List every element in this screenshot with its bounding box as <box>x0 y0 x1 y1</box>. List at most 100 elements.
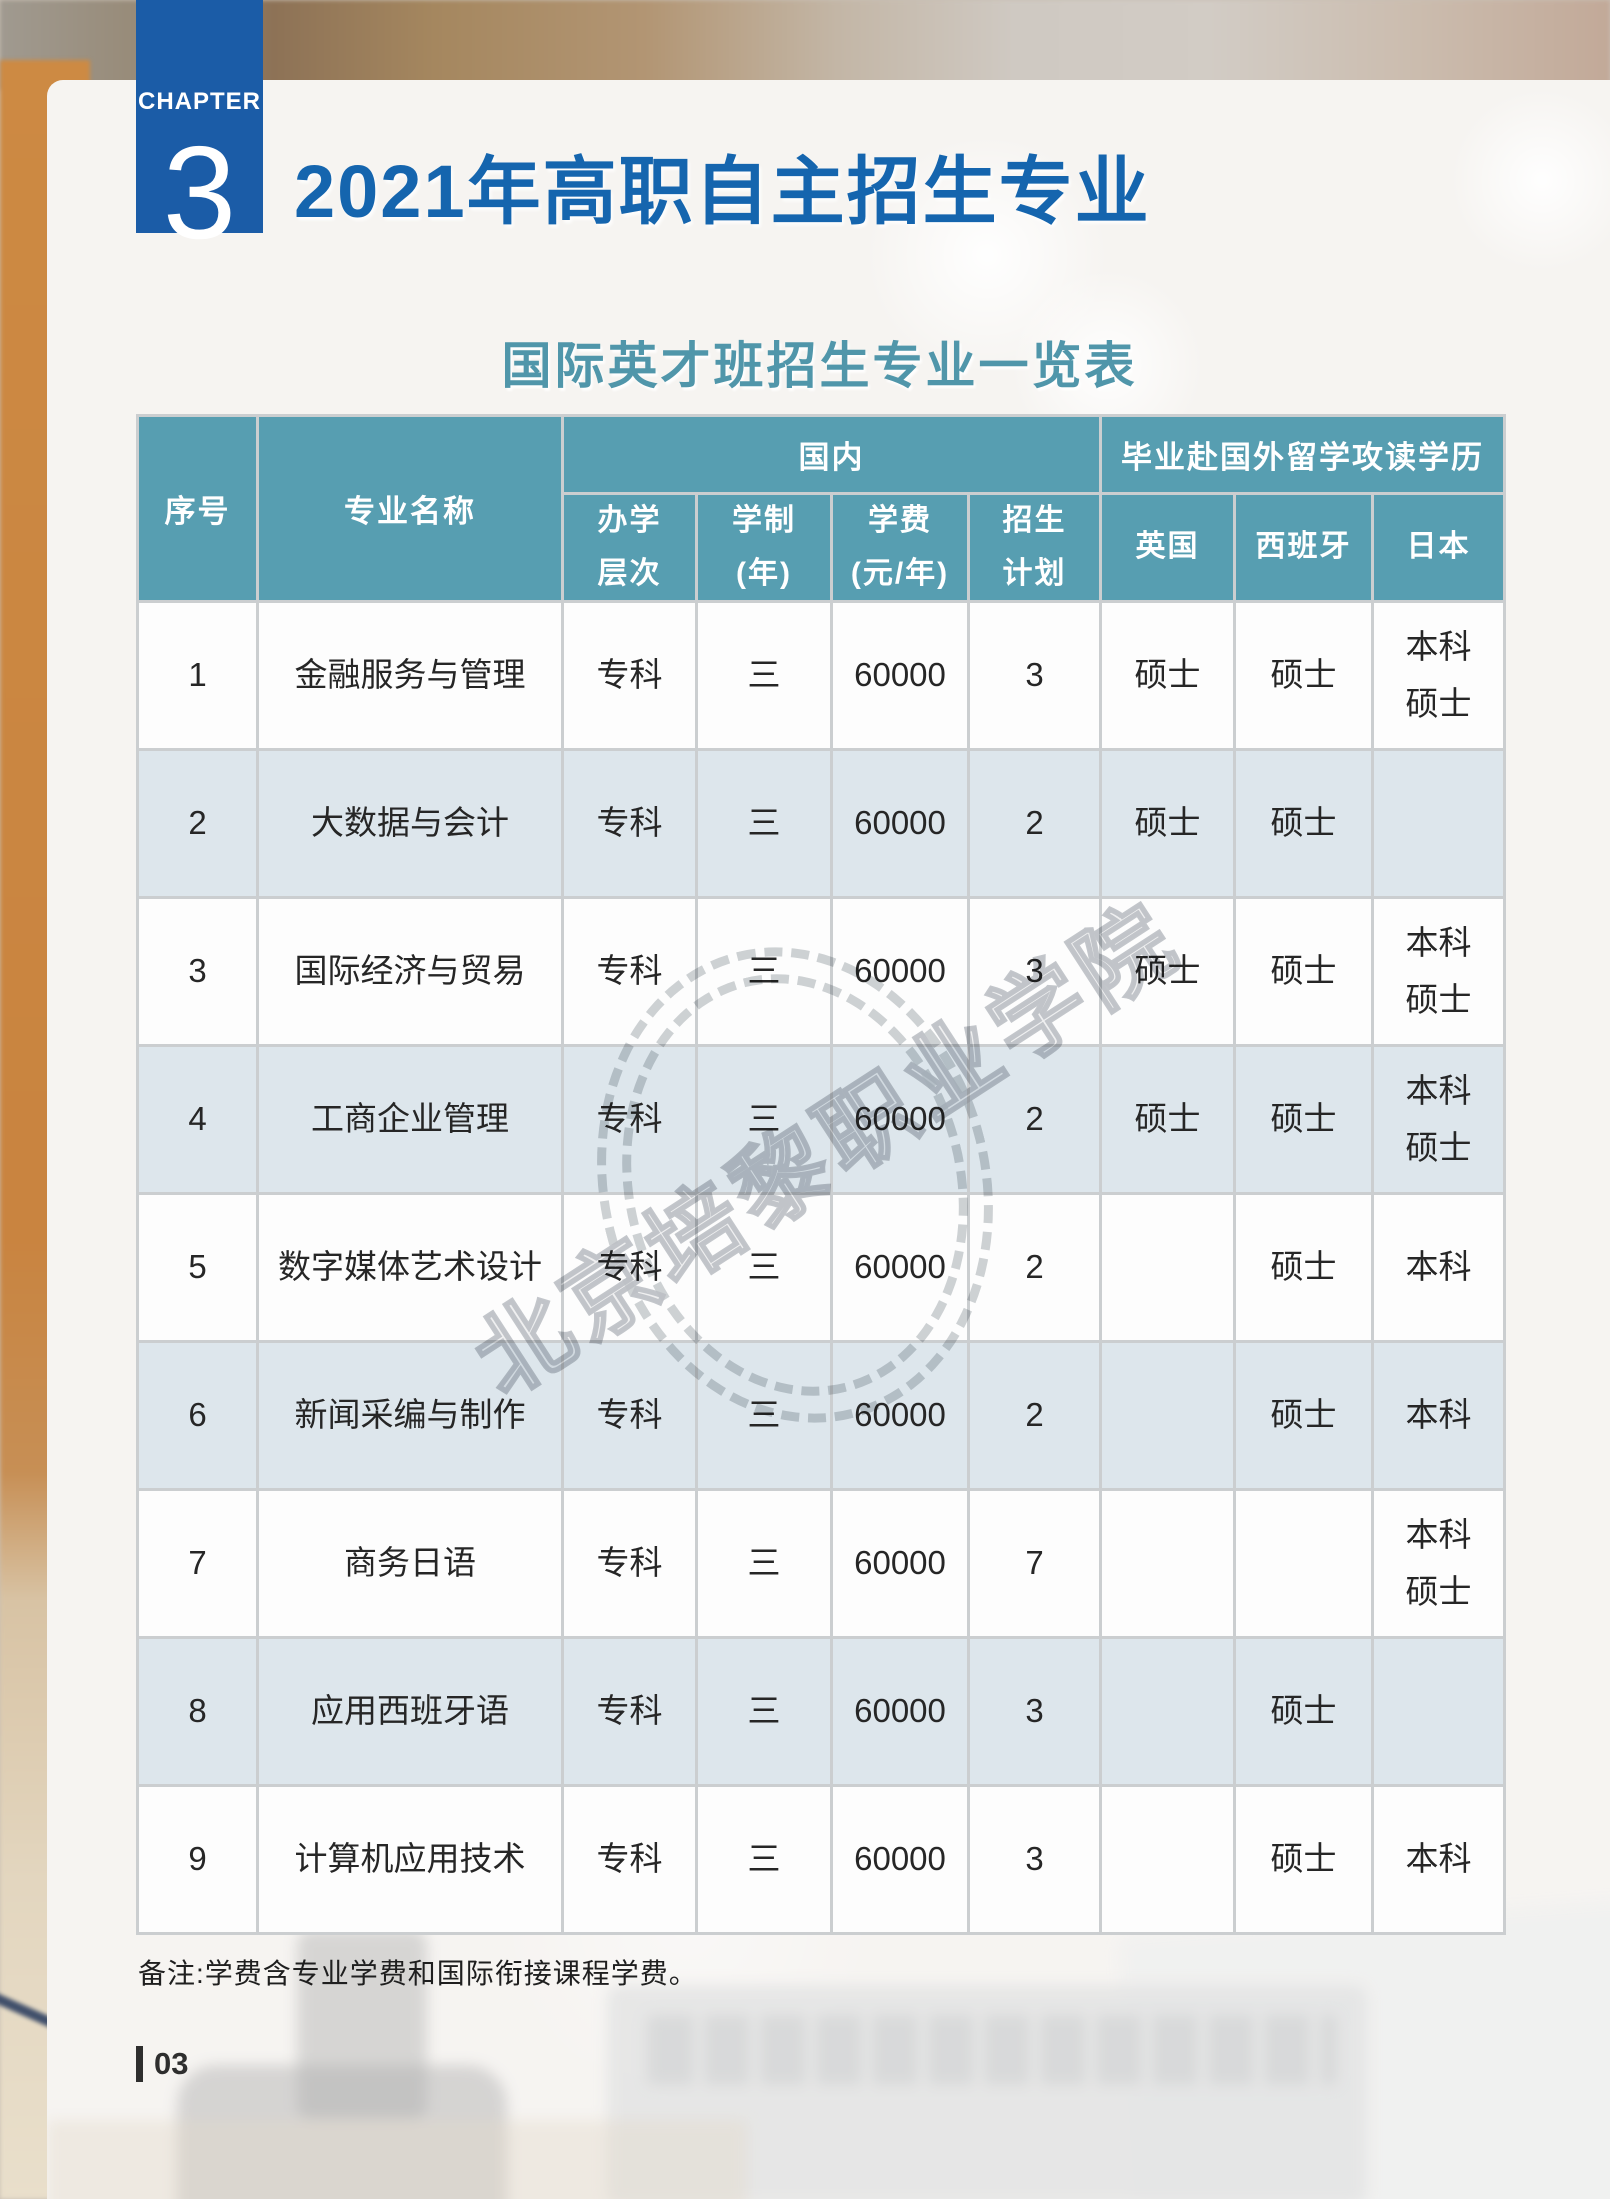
cell-level: 专科 <box>561 1192 698 1343</box>
cell-spain: 硕士 <box>1233 1192 1374 1343</box>
cell-major: 工商企业管理 <box>256 1044 564 1195</box>
cell-japan: 本科 硕士 <box>1371 1488 1506 1639</box>
cell-years: 三 <box>695 896 833 1047</box>
cell-quota: 2 <box>967 748 1102 899</box>
cell-spain: 硕士 <box>1233 1340 1374 1491</box>
monitor-stand-base-showthrough <box>177 2065 507 2199</box>
cell-japan: 本科 <box>1371 1340 1506 1491</box>
table-row: 3 国际经济与贸易 专科 三 60000 3 硕士 硕士 本科 硕士 <box>136 896 1506 1047</box>
table-row: 9 计算机应用技术 专科 三 60000 3 硕士 本科 <box>136 1784 1506 1935</box>
table-row: 4 工商企业管理 专科 三 60000 2 硕士 硕士 本科 硕士 <box>136 1044 1506 1195</box>
col-header-level: 办学 层次 <box>561 492 698 603</box>
col-header-japan: 日本 <box>1371 492 1506 603</box>
cell-no: 5 <box>136 1192 259 1343</box>
cell-uk: 硕士 <box>1099 600 1236 751</box>
page-title: 2021年高职自主招生专业 <box>294 150 1151 233</box>
table-row: 7 商务日语 专科 三 60000 7 本科 硕士 <box>136 1488 1506 1639</box>
cell-spain: 硕士 <box>1233 896 1374 1047</box>
col-group-domestic: 国内 <box>561 414 1102 495</box>
cell-quota: 3 <box>967 1636 1102 1787</box>
desk-showthrough <box>47 2120 747 2199</box>
table-row: 1 金融服务与管理 专科 三 60000 3 硕士 硕士 本科 硕士 <box>136 600 1506 751</box>
cell-uk <box>1099 1488 1236 1639</box>
cell-uk: 硕士 <box>1099 896 1236 1047</box>
cell-japan: 本科 <box>1371 1784 1506 1935</box>
cell-quota: 3 <box>967 600 1102 751</box>
cell-years: 三 <box>695 1488 833 1639</box>
cell-years: 三 <box>695 1044 833 1195</box>
cell-quota: 2 <box>967 1044 1102 1195</box>
cell-uk <box>1099 1636 1236 1787</box>
cell-major: 应用西班牙语 <box>256 1636 564 1787</box>
cell-no: 2 <box>136 748 259 899</box>
cell-spain <box>1233 1488 1374 1639</box>
cell-uk: 硕士 <box>1099 1044 1236 1195</box>
bokeh-glow <box>1447 90 1610 270</box>
cell-spain: 硕士 <box>1233 1044 1374 1195</box>
cell-major: 计算机应用技术 <box>256 1784 564 1935</box>
cell-years: 三 <box>695 1192 833 1343</box>
cell-years: 三 <box>695 1340 833 1491</box>
cell-tuition: 60000 <box>830 1340 970 1491</box>
table-row: 2 大数据与会计 专科 三 60000 2 硕士 硕士 <box>136 748 1506 899</box>
cell-uk: 硕士 <box>1099 748 1236 899</box>
cell-japan <box>1371 748 1506 899</box>
cell-japan: 本科 硕士 <box>1371 1044 1506 1195</box>
col-header-years: 学制 (年) <box>695 492 833 603</box>
cell-years: 三 <box>695 1636 833 1787</box>
page-number: 03 <box>136 2046 188 2082</box>
col-header-index: 序号 <box>136 414 259 603</box>
cell-japan: 本科 硕士 <box>1371 896 1506 1047</box>
cell-major: 金融服务与管理 <box>256 600 564 751</box>
cell-no: 6 <box>136 1340 259 1491</box>
cell-spain: 硕士 <box>1233 1636 1374 1787</box>
cell-japan: 本科 <box>1371 1192 1506 1343</box>
cell-years: 三 <box>695 1784 833 1935</box>
cell-uk <box>1099 1784 1236 1935</box>
cell-level: 专科 <box>561 748 698 899</box>
cell-tuition: 60000 <box>830 1784 970 1935</box>
cell-major: 数字媒体艺术设计 <box>256 1192 564 1343</box>
cell-uk <box>1099 1192 1236 1343</box>
cell-spain: 硕士 <box>1233 748 1374 899</box>
cell-tuition: 60000 <box>830 1636 970 1787</box>
footnote: 备注:学费含专业学费和国际衔接课程学费。 <box>138 1958 698 1989</box>
cell-no: 1 <box>136 600 259 751</box>
cell-japan: 本科 硕士 <box>1371 600 1506 751</box>
cell-years: 三 <box>695 600 833 751</box>
col-header-major: 专业名称 <box>256 414 564 603</box>
monitor-stand-showthrough <box>297 1930 427 2120</box>
cell-level: 专科 <box>561 1784 698 1935</box>
cell-quota: 7 <box>967 1488 1102 1639</box>
chapter-label: CHAPTER <box>137 88 261 115</box>
cell-tuition: 60000 <box>830 600 970 751</box>
cell-level: 专科 <box>561 896 698 1047</box>
cell-level: 专科 <box>561 1044 698 1195</box>
cell-no: 9 <box>136 1784 259 1935</box>
cell-quota: 3 <box>967 1784 1102 1935</box>
col-group-abroad: 毕业赴国外留学攻读学历 <box>1099 414 1506 495</box>
cell-japan <box>1371 1636 1506 1787</box>
table-title: 国际英才班招生专业一览表 <box>501 338 1138 394</box>
cell-level: 专科 <box>561 600 698 751</box>
cell-no: 8 <box>136 1636 259 1787</box>
cell-level: 专科 <box>561 1488 698 1639</box>
table-row: 5 数字媒体艺术设计 专科 三 60000 2 硕士 本科 <box>136 1192 1506 1343</box>
cell-major: 商务日语 <box>256 1488 564 1639</box>
chapter-ribbon: CHAPTER 3 <box>136 0 263 259</box>
cell-level: 专科 <box>561 1636 698 1787</box>
col-header-quota: 招生 计划 <box>967 492 1102 603</box>
cell-tuition: 60000 <box>830 1488 970 1639</box>
laptop-keys-showthrough <box>647 2015 1337 2085</box>
cell-major: 新闻采编与制作 <box>256 1340 564 1491</box>
cell-tuition: 60000 <box>830 1192 970 1343</box>
cell-quota: 2 <box>967 1340 1102 1491</box>
cell-spain: 硕士 <box>1233 1784 1374 1935</box>
background-photo-top <box>0 0 1610 90</box>
cell-level: 专科 <box>561 1340 698 1491</box>
cell-quota: 2 <box>967 1192 1102 1343</box>
enrollment-table: 序号 专业名称 国内 毕业赴国外留学攻读学历 办学 层次 学制 (年) 学费 (… <box>136 414 1506 1935</box>
cell-quota: 3 <box>967 896 1102 1047</box>
col-header-uk: 英国 <box>1099 492 1236 603</box>
table-row: 8 应用西班牙语 专科 三 60000 3 硕士 <box>136 1636 1506 1787</box>
